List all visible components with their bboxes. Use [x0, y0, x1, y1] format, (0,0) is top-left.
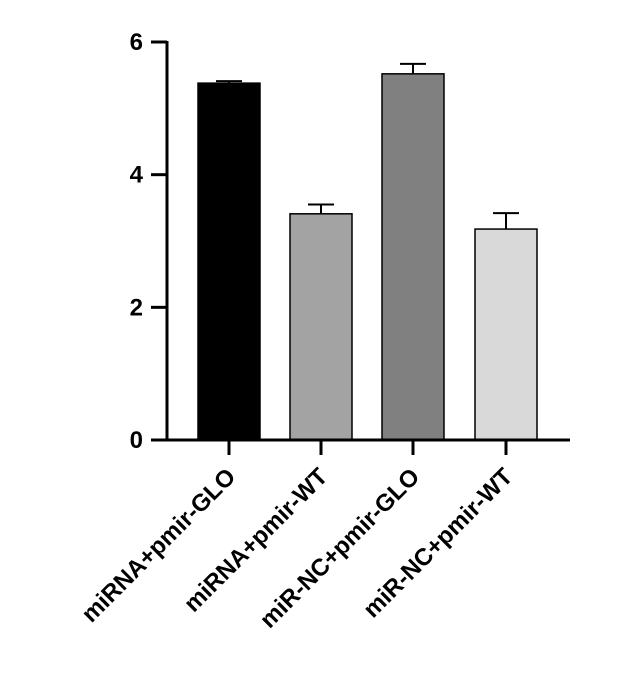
plot-area: 0246miRNA+pmir-GLOmiRNA+pmir-WTmiR-NC+pm…	[76, 29, 570, 634]
x-category-label-3: miR-NC+pmir-GLO	[255, 463, 425, 633]
y-tick-label-4: 4	[130, 162, 144, 189]
x-category-label-1: miRNA+pmir-GLO	[76, 463, 241, 628]
bar-2	[289, 213, 353, 441]
y-tick-label-2: 2	[130, 294, 143, 321]
bar-1	[197, 82, 261, 441]
y-tick-label-0: 0	[130, 427, 143, 454]
bar-3	[381, 73, 445, 441]
bar-4	[474, 228, 538, 441]
y-tick-label-6: 6	[130, 29, 143, 56]
